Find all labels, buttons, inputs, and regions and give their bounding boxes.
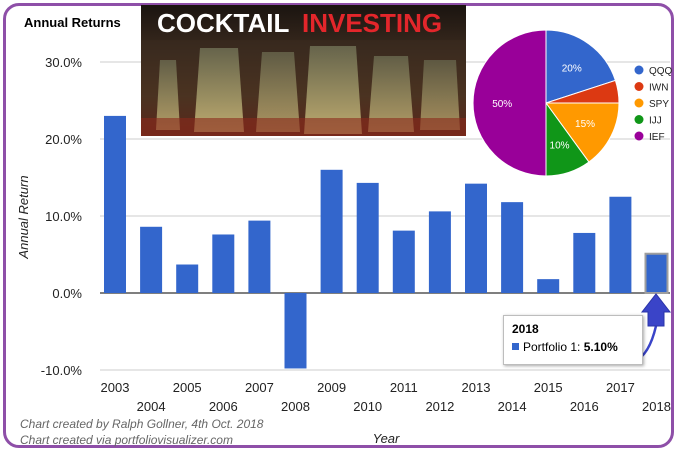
bar-2017[interactable] [609,196,632,293]
bars [104,115,669,369]
x-tick-label: 2010 [353,399,382,414]
bar-2018[interactable] [644,252,669,294]
tooltip: 2018 Portfolio 1: 5.10% [503,315,643,365]
x-tick-label: 2013 [462,380,491,395]
x-tick-label: 2006 [209,399,238,414]
pie-slice-IEF[interactable] [472,29,547,177]
legend-label-IEF: IEF [649,132,665,143]
x-tick-label: 2009 [317,380,346,395]
cocktail-investing-banner: COCKTAIL INVESTING [141,5,466,136]
credit-line-1: Chart created by Ralph Gollner, 4th Oct.… [20,417,264,431]
bar-2006[interactable] [212,234,235,293]
x-tick-label: 2012 [425,399,454,414]
legend-label-QQQ: QQQ [649,66,673,77]
purple-frame [3,3,674,448]
tooltip-series: Portfolio 1: [523,340,581,354]
y-tick-label: -10.0% [41,363,83,378]
legend-dot-IEF [634,131,644,141]
x-tick-label: 2016 [570,399,599,414]
y-tick-label: 20.0% [45,132,82,147]
bar-2015[interactable] [537,279,560,293]
pie-slice-label: 15% [575,119,595,130]
chart-title: Annual Returns [24,15,121,30]
tooltip-title: 2018 [512,322,539,336]
x-axis-label: Year [373,431,400,446]
allocation-pie: 20% 15% 10% 50% [472,29,620,177]
x-tick-label: 2007 [245,380,274,395]
x-tick-label: 2017 [606,380,635,395]
x-tick-labels: 2003 2004 2005 2006 2007 2008 2009 2010 2011 2012… [101,380,671,414]
x-tick-label: 2005 [173,380,202,395]
bar-2010[interactable] [356,182,379,293]
banner-word-investing: INVESTING [302,8,442,38]
x-tick-label: 2003 [101,380,130,395]
bar-2004[interactable] [140,226,163,293]
y-tick-label: 10.0% [45,209,82,224]
pie-slice-QQQ[interactable] [545,29,617,104]
legend-dot-IWN [634,82,644,91]
legend-label-SPY: SPY [649,99,669,110]
bar-2008[interactable] [284,293,307,369]
bar-2007[interactable] [248,220,271,293]
bar-2013[interactable] [465,183,487,293]
legend-dot-QQQ [634,65,644,75]
y-tick-label: 30.0% [45,55,82,70]
pie-legend: QQQ IWN SPY IJJ IEF [634,65,673,143]
x-tick-label: 2011 [390,380,418,395]
bar-2009[interactable] [320,169,343,293]
bar-2011[interactable] [392,230,415,293]
y-tick-labels: -10.0% 0.0% 10.0% 20.0% 30.0% [41,55,83,378]
legend-dot-IJJ [634,115,644,124]
x-tick-label: 2014 [498,399,527,414]
bar-2014[interactable] [501,202,524,293]
legend-label-IWN: IWN [649,83,668,94]
x-tick-label: 2008 [281,399,310,414]
bar-2012[interactable] [428,211,451,293]
bar-2003[interactable] [104,115,126,294]
pie-slice-SPY[interactable] [545,102,620,163]
pie-slice-label: 50% [492,99,512,110]
tooltip-swatch [512,343,519,350]
x-tick-label: 2018 [642,399,671,414]
banner-word-cocktail: COCKTAIL [157,8,290,38]
x-tick-label: 2004 [137,399,166,414]
legend-dot-SPY [634,98,644,108]
credit-line-2: Chart created via portfoliovisualizer.co… [20,433,233,447]
y-tick-label: 0.0% [52,286,82,301]
x-tick-label: 2015 [534,380,563,395]
y-axis-label: Annual Return [16,175,31,259]
tooltip-value: 5.10% [583,340,618,354]
legend-label-IJJ: IJJ [649,116,662,127]
pie-slice-label: 20% [562,64,582,75]
pie-slice-label: 10% [550,141,570,152]
bar-2016[interactable] [573,232,596,293]
bar-2005[interactable] [176,264,199,293]
